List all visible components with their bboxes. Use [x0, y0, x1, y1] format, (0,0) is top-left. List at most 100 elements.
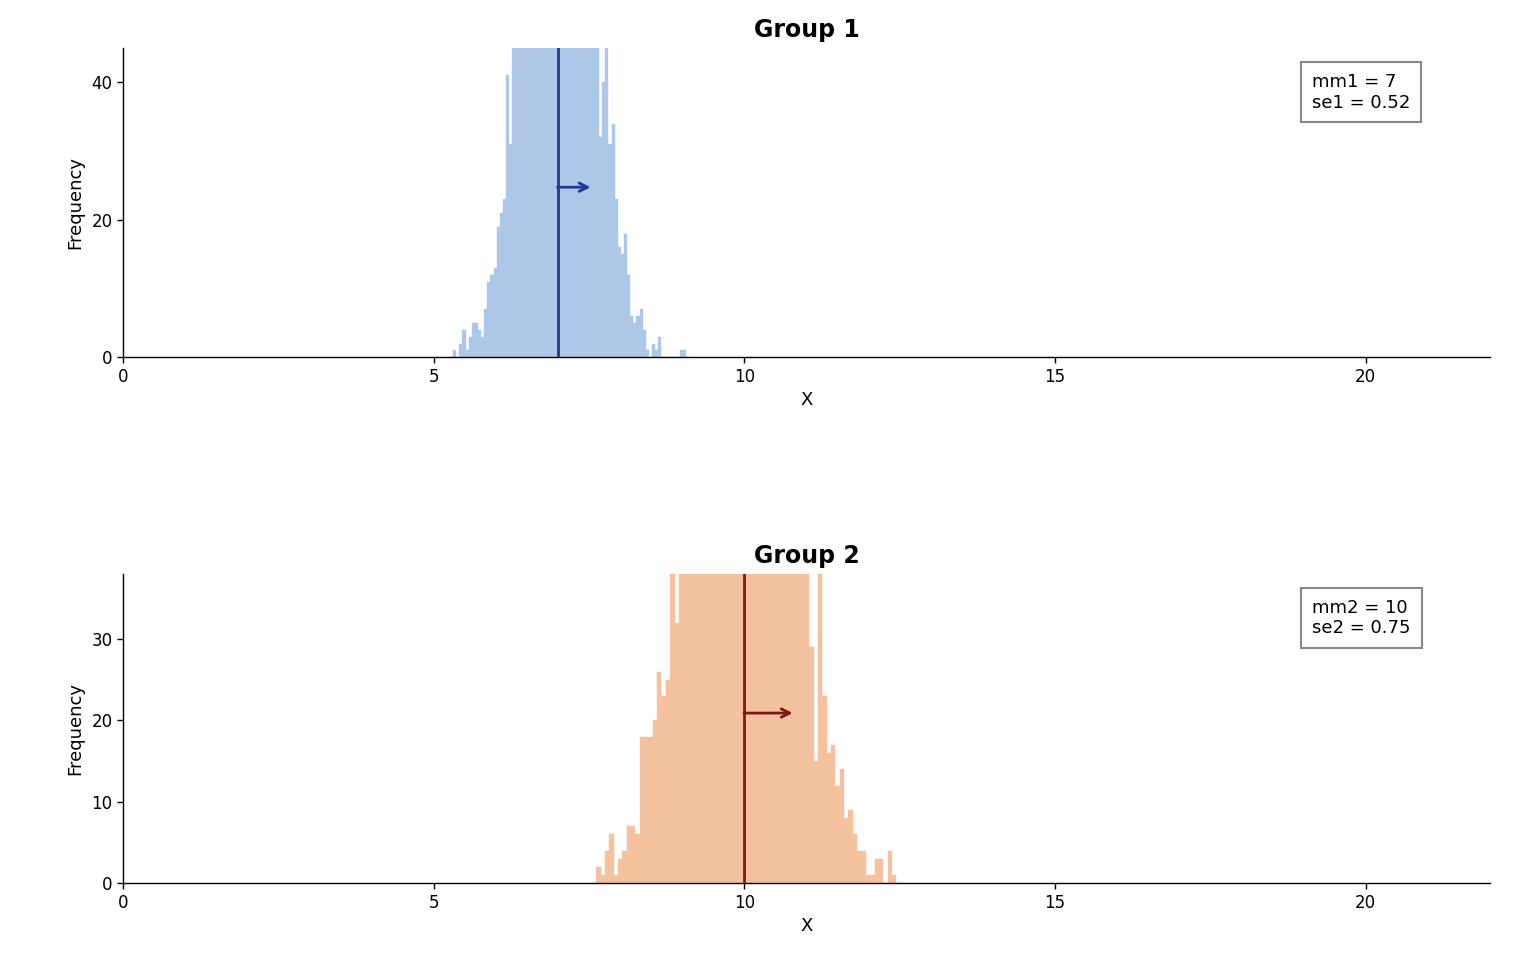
- Bar: [774, 118, 779, 883]
- Bar: [559, 0, 562, 357]
- Bar: [611, 124, 614, 357]
- Bar: [648, 736, 653, 883]
- Text: mm1 = 7
se1 = 0.52: mm1 = 7 se1 = 0.52: [1312, 73, 1410, 111]
- Bar: [684, 485, 688, 883]
- Title: Group 1: Group 1: [754, 18, 859, 42]
- Bar: [805, 500, 809, 883]
- Bar: [617, 248, 621, 357]
- Bar: [639, 736, 644, 883]
- Bar: [688, 444, 691, 883]
- Bar: [793, 338, 796, 883]
- Bar: [493, 268, 496, 357]
- Bar: [722, 102, 727, 883]
- Bar: [857, 851, 862, 883]
- Bar: [521, 0, 525, 357]
- Bar: [892, 876, 897, 883]
- Bar: [475, 323, 478, 357]
- Bar: [680, 350, 684, 357]
- Bar: [748, 61, 753, 883]
- Bar: [809, 647, 814, 883]
- Bar: [651, 344, 654, 357]
- Bar: [654, 350, 657, 357]
- Bar: [556, 0, 559, 357]
- Bar: [679, 452, 684, 883]
- Title: Group 2: Group 2: [754, 543, 859, 567]
- Bar: [465, 350, 468, 357]
- Bar: [490, 275, 493, 357]
- Bar: [502, 200, 505, 357]
- Bar: [736, 0, 740, 883]
- Bar: [610, 834, 613, 883]
- Bar: [541, 0, 544, 357]
- Bar: [753, 0, 757, 883]
- Bar: [757, 29, 762, 883]
- Bar: [845, 818, 848, 883]
- Bar: [819, 509, 822, 883]
- Bar: [535, 0, 538, 357]
- Bar: [888, 851, 892, 883]
- Bar: [499, 213, 502, 357]
- Bar: [562, 0, 565, 357]
- Bar: [602, 83, 605, 357]
- Bar: [531, 0, 535, 357]
- Bar: [826, 753, 831, 883]
- Bar: [836, 785, 840, 883]
- Bar: [814, 761, 819, 883]
- Bar: [505, 76, 508, 357]
- Bar: [740, 0, 743, 883]
- Bar: [639, 309, 642, 357]
- Bar: [511, 0, 515, 357]
- Bar: [670, 533, 674, 883]
- Bar: [633, 323, 636, 357]
- Bar: [605, 13, 608, 357]
- Bar: [831, 745, 836, 883]
- Bar: [840, 769, 845, 883]
- Bar: [743, 0, 748, 883]
- Bar: [624, 233, 627, 357]
- Bar: [788, 387, 793, 883]
- Bar: [608, 144, 611, 357]
- Bar: [605, 851, 610, 883]
- Bar: [866, 876, 871, 883]
- Bar: [714, 45, 717, 883]
- Bar: [796, 354, 800, 883]
- Bar: [636, 834, 639, 883]
- Bar: [478, 330, 481, 357]
- Bar: [636, 316, 639, 357]
- Bar: [779, 297, 783, 883]
- Bar: [705, 224, 710, 883]
- Bar: [568, 0, 571, 357]
- Bar: [822, 696, 826, 883]
- Bar: [762, 12, 766, 883]
- Bar: [578, 0, 581, 357]
- Bar: [496, 227, 499, 357]
- Bar: [538, 0, 541, 357]
- Bar: [657, 672, 662, 883]
- Bar: [550, 0, 553, 357]
- Bar: [662, 696, 665, 883]
- Bar: [508, 144, 511, 357]
- Bar: [571, 0, 574, 357]
- Bar: [766, 0, 770, 883]
- Bar: [710, 224, 714, 883]
- Bar: [631, 827, 636, 883]
- Bar: [642, 330, 645, 357]
- Bar: [862, 851, 866, 883]
- Bar: [462, 330, 465, 357]
- Bar: [453, 350, 456, 357]
- Bar: [487, 281, 490, 357]
- Bar: [515, 35, 518, 357]
- Bar: [630, 316, 633, 357]
- Bar: [852, 834, 857, 883]
- Bar: [472, 323, 475, 357]
- Bar: [874, 859, 879, 883]
- X-axis label: X: X: [800, 392, 813, 409]
- Y-axis label: Frequency: Frequency: [66, 156, 84, 250]
- Bar: [627, 827, 631, 883]
- Bar: [590, 0, 593, 357]
- Bar: [674, 623, 679, 883]
- Bar: [459, 344, 462, 357]
- Bar: [848, 810, 852, 883]
- Bar: [584, 0, 587, 357]
- Bar: [653, 720, 657, 883]
